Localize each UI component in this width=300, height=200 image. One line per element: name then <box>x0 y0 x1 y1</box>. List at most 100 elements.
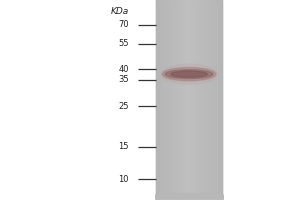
Text: 35: 35 <box>118 75 129 84</box>
Text: 55: 55 <box>118 39 129 48</box>
Bar <box>156 195 222 199</box>
Bar <box>172 0 173 200</box>
Bar <box>156 194 222 197</box>
Text: 40: 40 <box>118 65 129 74</box>
Ellipse shape <box>165 70 213 79</box>
Text: 25: 25 <box>118 102 129 111</box>
Bar <box>205 0 206 200</box>
Bar <box>212 0 213 200</box>
Bar <box>156 194 222 197</box>
Bar <box>156 194 222 198</box>
Bar <box>156 197 222 200</box>
Bar <box>195 0 196 200</box>
Bar <box>194 0 195 200</box>
Bar <box>156 194 222 197</box>
Bar <box>214 0 215 200</box>
Bar <box>156 195 222 198</box>
Bar <box>183 0 184 200</box>
Text: 10: 10 <box>118 175 129 184</box>
Bar <box>156 196 222 200</box>
Bar <box>208 0 209 200</box>
Bar <box>156 195 222 199</box>
Bar <box>156 195 222 199</box>
Bar <box>156 195 222 198</box>
Bar <box>167 0 168 200</box>
Bar <box>156 196 222 199</box>
Bar <box>209 0 210 200</box>
Bar <box>178 0 179 200</box>
Bar <box>187 0 188 200</box>
Bar <box>156 194 222 197</box>
Ellipse shape <box>162 67 216 81</box>
Bar <box>203 0 204 200</box>
Bar <box>156 194 222 198</box>
Bar <box>156 196 222 199</box>
Bar <box>156 196 222 199</box>
Bar <box>156 194 222 197</box>
Bar <box>156 194 222 197</box>
Bar <box>168 0 169 200</box>
Bar <box>166 0 167 200</box>
Bar <box>156 196 222 200</box>
Bar <box>211 0 212 200</box>
Bar <box>156 196 222 200</box>
Text: 15: 15 <box>118 142 129 151</box>
Bar <box>156 196 222 199</box>
Bar <box>197 0 198 200</box>
Bar <box>179 0 180 200</box>
Text: KDa: KDa <box>111 6 129 16</box>
Bar <box>174 0 175 200</box>
Bar <box>215 0 216 200</box>
Bar <box>156 195 222 198</box>
Bar <box>181 0 182 200</box>
Bar <box>156 195 222 198</box>
Bar <box>156 195 222 198</box>
Bar <box>156 194 222 198</box>
Bar <box>156 194 222 198</box>
Bar <box>156 196 222 200</box>
Bar <box>177 0 178 200</box>
Bar <box>200 0 201 200</box>
Bar <box>156 195 222 198</box>
Bar <box>156 195 222 198</box>
Bar <box>185 0 186 200</box>
Bar <box>156 195 222 198</box>
Bar <box>220 0 221 200</box>
Bar <box>156 194 222 197</box>
Ellipse shape <box>171 71 207 77</box>
Bar <box>182 0 183 200</box>
Bar <box>198 0 199 200</box>
Bar <box>156 194 222 198</box>
Text: 70: 70 <box>118 20 129 29</box>
Bar <box>156 193 222 197</box>
Bar <box>190 0 191 200</box>
Bar <box>156 197 222 200</box>
Bar <box>159 0 160 200</box>
Bar <box>192 0 193 200</box>
Bar <box>201 0 202 200</box>
Bar <box>157 0 158 200</box>
Bar <box>176 0 177 200</box>
Bar <box>156 196 222 199</box>
Bar <box>216 0 217 200</box>
Bar <box>162 0 163 200</box>
Bar <box>189 0 190 200</box>
Bar <box>160 0 161 200</box>
Bar <box>161 0 162 200</box>
Bar <box>156 196 222 200</box>
Bar <box>175 0 176 200</box>
Bar <box>164 0 165 200</box>
Bar <box>156 194 222 197</box>
Bar <box>204 0 205 200</box>
Bar <box>186 0 187 200</box>
Bar <box>213 0 214 200</box>
Bar <box>170 0 171 200</box>
Bar <box>221 0 222 200</box>
Bar <box>156 196 222 199</box>
Bar <box>184 0 185 200</box>
Bar <box>165 0 166 200</box>
Bar <box>156 196 222 200</box>
Bar <box>156 196 222 199</box>
Bar <box>171 0 172 200</box>
Bar <box>217 0 218 200</box>
